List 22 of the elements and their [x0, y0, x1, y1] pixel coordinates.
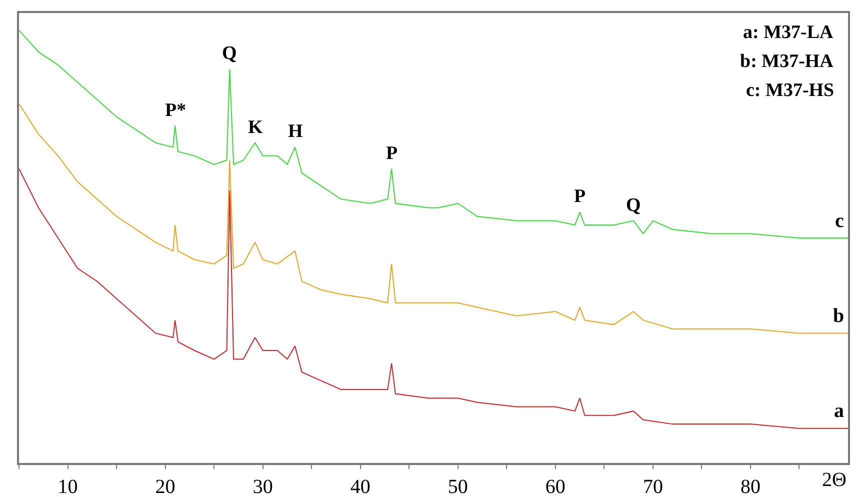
annotation: K [248, 117, 263, 138]
x-tick-label: 70 [642, 476, 663, 497]
x-axis-title: 2Θ [822, 469, 846, 491]
x-tick-label: 40 [350, 476, 370, 497]
series-label: b [833, 305, 844, 327]
annotation: c: M37-HS [746, 80, 834, 101]
x-tick-label: 20 [155, 476, 176, 497]
annotation: P* [165, 100, 186, 121]
annotation: P [574, 186, 586, 207]
x-tick-label: 10 [58, 476, 78, 497]
annotation: b: M37-HA [740, 51, 834, 72]
x-tick-label: 60 [545, 476, 566, 497]
annotation: H [288, 121, 303, 142]
x-tick-label: 30 [252, 476, 273, 497]
annotation: P [386, 143, 398, 164]
series-label: a [834, 400, 844, 422]
annotation: Q [626, 195, 641, 216]
x-tick-label: 80 [740, 476, 760, 497]
series-label: c [835, 210, 844, 232]
annotation: a: M37-LA [743, 22, 834, 43]
x-tick-label: 50 [448, 476, 468, 497]
annotation: Q [222, 43, 237, 64]
